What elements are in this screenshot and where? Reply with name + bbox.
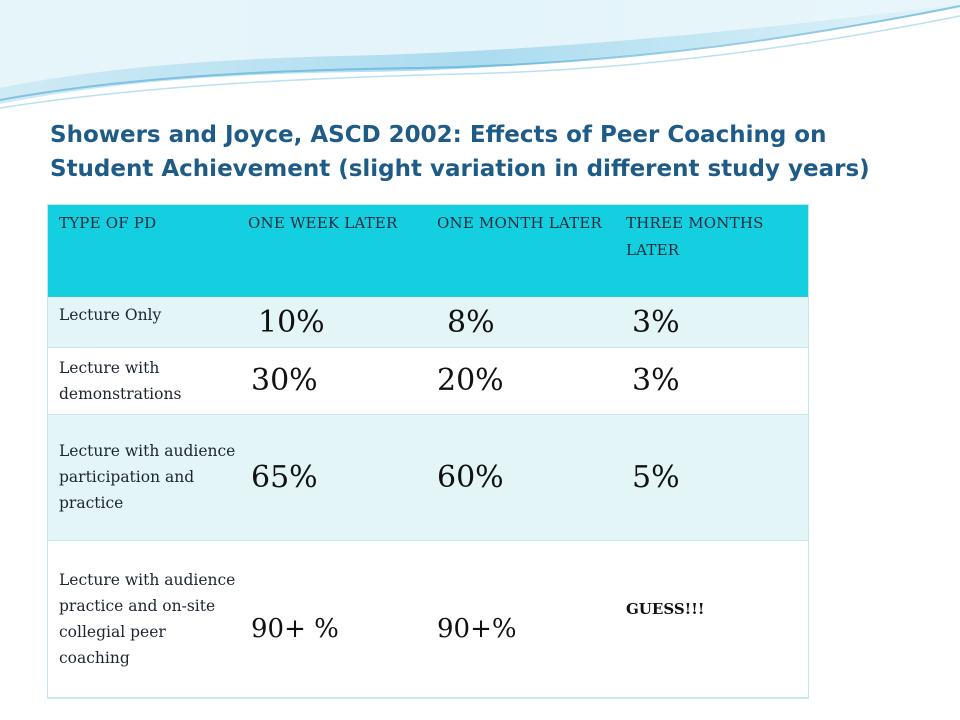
- header-one-month-later: ONE MONTH LATER: [425, 204, 614, 298]
- table-row: Lecture with demonstrations 30% 20% 3%: [47, 347, 809, 415]
- row-label: Lecture with audience practice and on-si…: [47, 540, 236, 699]
- table-row: Lecture with audience participation and …: [47, 414, 809, 541]
- cell-three-months: GUESS!!!: [614, 540, 809, 699]
- row-label: Lecture with audience participation and …: [47, 414, 236, 541]
- cell-one-week: 65%: [236, 414, 425, 541]
- cell-one-month: 20%: [425, 347, 614, 415]
- cell-three-months: 3%: [614, 347, 809, 415]
- cell-three-months: 3%: [614, 297, 809, 348]
- slide-title: Showers and Joyce, ASCD 2002: Effects of…: [50, 122, 870, 182]
- header-row: TYPE OF PD ONE WEEK LATER ONE MONTH LATE…: [47, 204, 809, 298]
- results-table: TYPE OF PD ONE WEEK LATER ONE MONTH LATE…: [47, 204, 809, 699]
- header-three-months-later: THREE MONTHS LATER: [614, 204, 809, 298]
- cell-three-months: 5%: [614, 414, 809, 541]
- header-one-week-later: ONE WEEK LATER: [236, 204, 425, 298]
- header-type-of-pd: TYPE OF PD: [47, 204, 236, 298]
- cell-one-week: 10%: [236, 297, 425, 348]
- cell-one-month: 60%: [425, 414, 614, 541]
- table-row: Lecture Only 10% 8% 3%: [47, 297, 809, 348]
- decorative-wave-banner: [0, 0, 960, 109]
- row-label: Lecture Only: [47, 297, 236, 348]
- cell-one-week: 30%: [236, 347, 425, 415]
- cell-one-week: 90+ %: [236, 540, 425, 699]
- cell-one-month: 90+%: [425, 540, 614, 699]
- table-row: Lecture with audience practice and on-si…: [47, 540, 809, 699]
- cell-one-month: 8%: [425, 297, 614, 348]
- row-label: Lecture with demonstrations: [47, 347, 236, 415]
